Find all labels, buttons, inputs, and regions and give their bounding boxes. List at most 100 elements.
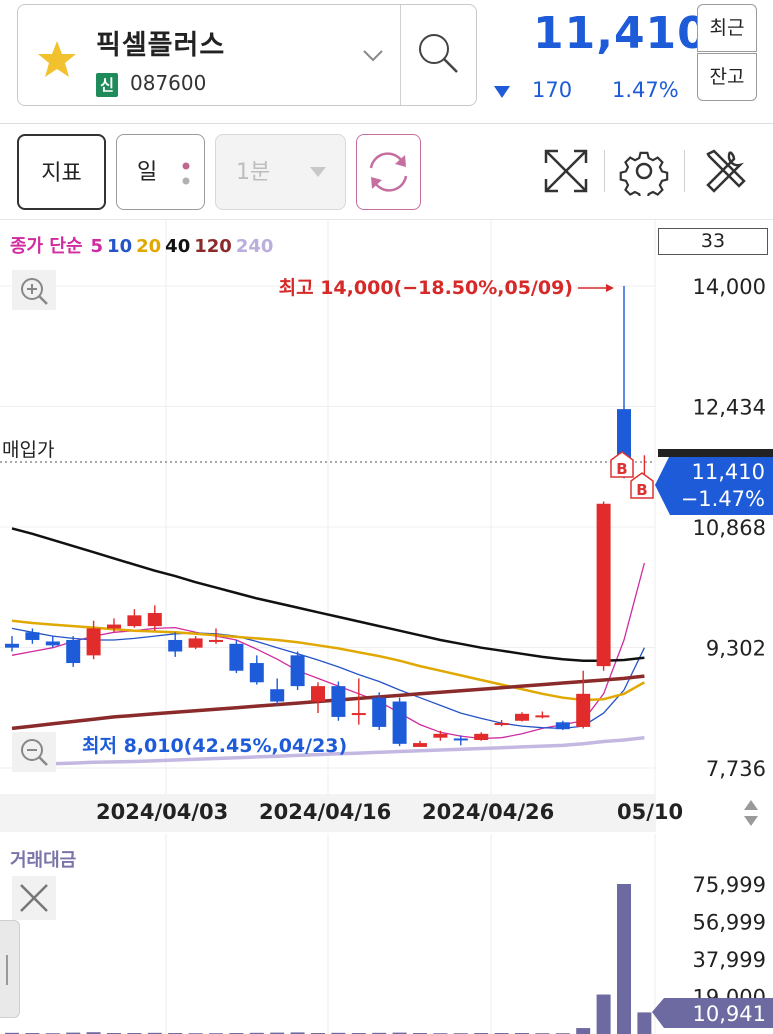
legend-period: 5 — [90, 236, 104, 257]
volume-bar[interactable] — [66, 1032, 81, 1034]
current-volume-badge — [652, 998, 773, 1028]
volume-bar[interactable] — [5, 1032, 19, 1034]
candle[interactable] — [576, 670, 591, 729]
buy-marker-label: B — [636, 481, 647, 499]
candle[interactable] — [5, 636, 19, 652]
divider — [684, 150, 685, 192]
ma-line-40 — [11, 527, 645, 662]
current-price-badge-pct: −1.47% — [681, 487, 765, 511]
candle[interactable] — [147, 605, 162, 631]
candle[interactable] — [45, 636, 60, 648]
candle[interactable] — [290, 651, 305, 690]
badge-top-stripe — [658, 449, 773, 457]
current-price-badge-value: 11,410 — [692, 460, 765, 484]
candle[interactable] — [392, 697, 407, 747]
ma-line-20 — [11, 619, 646, 702]
candle[interactable] — [209, 628, 223, 644]
search-icon[interactable] — [401, 5, 477, 105]
volume-bar[interactable] — [290, 1032, 305, 1034]
candle[interactable] — [66, 636, 81, 667]
star-icon[interactable] — [36, 39, 78, 79]
candle[interactable] — [127, 609, 142, 628]
zoom-out-icon[interactable] — [12, 732, 56, 772]
legend-period: 10 — [107, 236, 133, 257]
candle[interactable] — [555, 720, 570, 730]
volume-y-label: 75,999 — [693, 873, 766, 897]
candle[interactable] — [86, 620, 101, 660]
divider — [0, 123, 773, 124]
volume-bar[interactable] — [392, 1032, 407, 1034]
candle[interactable] — [331, 681, 346, 721]
divider — [604, 150, 605, 192]
balance-button[interactable]: 잔고 — [697, 53, 757, 101]
volume-bar[interactable] — [249, 1032, 264, 1034]
current-price-badge — [655, 455, 773, 515]
candle[interactable] — [535, 711, 550, 719]
refresh-icon — [369, 152, 408, 192]
volume-bar[interactable] — [86, 1032, 101, 1034]
ma-line-5 — [11, 562, 646, 740]
current-volume-value: 10,941 — [693, 1002, 766, 1026]
date-label: 2024/04/16 — [259, 800, 392, 824]
expand-icon[interactable] — [541, 146, 591, 196]
sort-arrows-icon[interactable] — [740, 797, 762, 829]
y-axis-label: 14,000 — [693, 275, 766, 299]
date-label: 2024/04/03 — [96, 800, 229, 824]
refresh-button[interactable] — [356, 134, 421, 210]
candle[interactable] — [515, 712, 529, 722]
candle[interactable] — [494, 719, 509, 727]
zoom-in-icon[interactable] — [12, 270, 56, 310]
volume-bar[interactable] — [372, 1032, 387, 1034]
volume-bar[interactable] — [617, 883, 631, 1034]
recent-button[interactable]: 최근 — [697, 4, 757, 52]
candle[interactable] — [270, 678, 285, 706]
legend-period: 240 — [235, 236, 274, 257]
candle[interactable] — [596, 501, 611, 671]
close-icon[interactable] — [12, 876, 56, 920]
caret-down-icon — [310, 167, 326, 177]
volume-y-label: 37,999 — [693, 948, 766, 972]
purchase-label: 매입가 — [2, 439, 54, 461]
side-drawer-handle[interactable] — [0, 920, 20, 1018]
change-percent: 1.47% — [612, 78, 679, 102]
candle[interactable] — [107, 618, 121, 633]
candle[interactable] — [433, 730, 448, 741]
more-dots-icon — [182, 162, 190, 185]
candle[interactable] — [229, 639, 244, 674]
period-button[interactable]: 일 — [116, 134, 205, 210]
stock-code: 087600 — [130, 71, 207, 95]
candle[interactable] — [25, 628, 40, 644]
buy-marker[interactable]: B — [610, 451, 634, 478]
candle[interactable] — [617, 286, 631, 479]
volume-bar[interactable] — [270, 1032, 285, 1034]
buy-marker[interactable]: B — [630, 472, 654, 499]
candle-count-box[interactable]: 33 — [658, 228, 768, 255]
minute-select[interactable]: 1분 — [215, 134, 346, 210]
candle[interactable] — [474, 732, 489, 741]
price-chart[interactable]: 14,000 12,434 10,868 9,302 7,736 매입가 최고 14,000… — [0, 220, 773, 794]
candle[interactable] — [453, 735, 468, 746]
gear-icon[interactable] — [619, 146, 669, 196]
volume-bar[interactable] — [637, 1012, 652, 1034]
volume-bar[interactable] — [596, 994, 611, 1034]
chevron-down-icon[interactable] — [358, 41, 388, 71]
volume-bar[interactable] — [331, 1032, 346, 1034]
tools-icon[interactable] — [700, 146, 750, 196]
candle[interactable] — [351, 678, 366, 725]
candle[interactable] — [311, 682, 325, 714]
ma-line-240 — [11, 735, 645, 768]
stock-selector[interactable]: 픽셀플러스 신 087600 — [17, 4, 477, 106]
candle[interactable] — [188, 636, 203, 650]
candle[interactable] — [413, 740, 427, 747]
candle[interactable] — [168, 632, 183, 657]
date-label: 05/10 — [617, 800, 684, 824]
candle[interactable] — [372, 692, 387, 730]
legend-period: 20 — [136, 236, 162, 257]
candle[interactable] — [249, 655, 264, 685]
legend-prefix: 종가 단순 — [10, 236, 83, 257]
indicator-button[interactable]: 지표 — [17, 134, 106, 210]
volume-bar[interactable] — [147, 1032, 162, 1034]
high-annotation: 최고 14,000(−18.50%,05/09) — [279, 277, 573, 299]
volume-bar[interactable] — [576, 1028, 591, 1034]
